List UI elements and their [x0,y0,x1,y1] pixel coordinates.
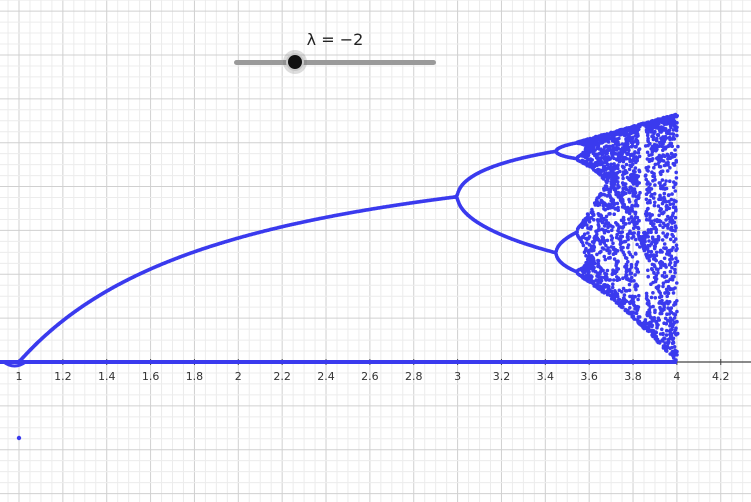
x-tick-label: 2.4 [317,370,335,383]
x-tick-label: 2 [235,370,242,383]
slider-thumb[interactable] [285,53,304,71]
attractor-points [17,112,680,364]
x-tick-label: 2.6 [361,370,379,383]
x-tick-label: 1.8 [186,370,204,383]
x-tick-label: 3.4 [537,370,555,383]
x-tick-label: 1.4 [98,370,116,383]
x-tick-label: 1.2 [54,370,72,383]
x-tick-label: 3.2 [493,370,511,383]
x-tick-label: 4 [673,370,680,383]
x-tick-label: 1.6 [142,370,160,383]
zero-branch-bump [2,360,27,368]
x-tick-label: 3.8 [624,370,642,383]
x-tick-label: 4.2 [712,370,730,383]
stray-point [16,435,22,441]
x-tick-label: 3.6 [580,370,598,383]
x-tick-label: 3 [454,370,461,383]
lambda-slider[interactable]: λ = −2 [230,26,440,76]
bifurcation-points [0,112,680,441]
slider-label: λ = −2 [306,30,364,49]
x-tick-label: 2.2 [273,370,291,383]
x-tick-label: 1 [16,370,23,383]
slider-track[interactable] [234,60,436,65]
x-tick-label: 2.8 [405,370,423,383]
